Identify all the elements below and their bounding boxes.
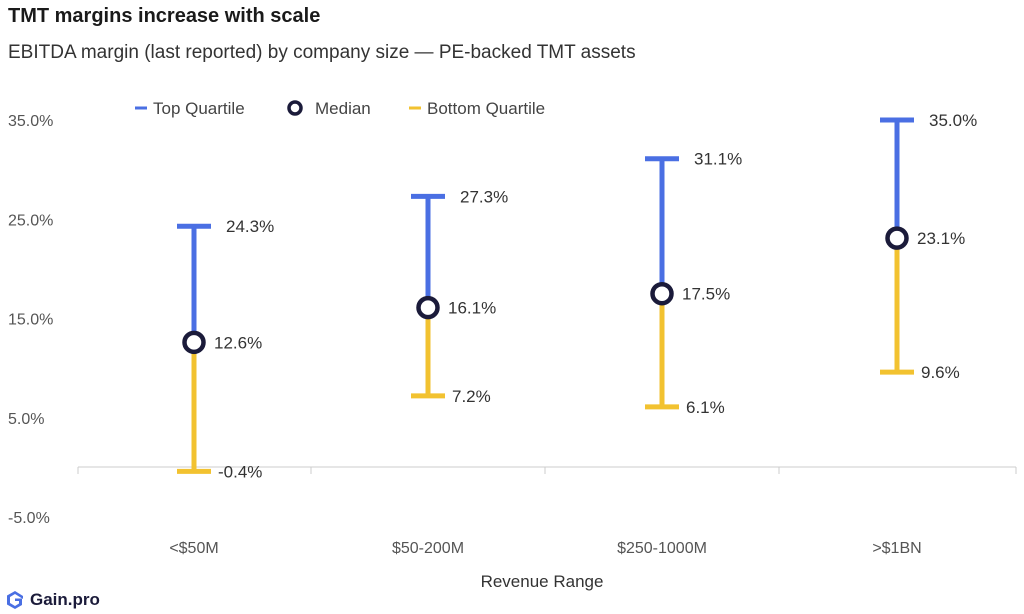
legend-top-quartile-label: Top Quartile <box>153 99 245 118</box>
brand-name: Gain.pro <box>30 590 100 609</box>
median-value-label: 17.5% <box>682 285 730 304</box>
median-value-label: 23.1% <box>917 229 965 248</box>
y-tick-label: -5.0% <box>8 510 50 527</box>
median-value-label: 12.6% <box>214 333 262 352</box>
legend-median-marker <box>287 100 303 116</box>
y-tick-label: 25.0% <box>8 212 53 229</box>
x-tick-label: $250-1000M <box>617 540 707 557</box>
x-tick-label: >$1BN <box>872 540 921 557</box>
top-quartile-value-label: 35.0% <box>929 111 977 130</box>
x-tick-label: $50-200M <box>392 540 464 557</box>
legend-bottom-quartile-label: Bottom Quartile <box>427 99 545 118</box>
median-value-label: 16.1% <box>448 299 496 318</box>
median-marker <box>182 330 206 355</box>
chart-title: TMT margins increase with scale <box>8 5 321 27</box>
top-quartile-value-label: 31.1% <box>694 150 742 169</box>
top-quartile-value-label: 24.3% <box>226 217 274 236</box>
median-marker <box>885 226 909 250</box>
y-tick-label: 35.0% <box>8 113 53 130</box>
footer-logo: Gain.pro <box>6 590 100 610</box>
x-axis-title: Revenue Range <box>481 572 604 591</box>
y-tick-label: 15.0% <box>8 312 53 329</box>
gain-pro-logo-icon <box>7 591 23 609</box>
legend-median-label: Median <box>315 99 371 118</box>
x-tick-label: <$50M <box>169 540 218 557</box>
bottom-quartile-value-label: 9.6% <box>921 363 960 382</box>
bottom-quartile-value-label: 6.1% <box>686 398 725 417</box>
bottom-quartile-value-label: -0.4% <box>218 462 262 481</box>
chart-subtitle: EBITDA margin (last reported) by company… <box>8 42 636 63</box>
median-marker <box>416 295 440 320</box>
top-quartile-value-label: 27.3% <box>460 187 508 206</box>
y-tick-label: 5.0% <box>8 411 44 428</box>
bottom-quartile-value-label: 7.2% <box>452 387 491 406</box>
median-marker <box>650 281 674 306</box>
